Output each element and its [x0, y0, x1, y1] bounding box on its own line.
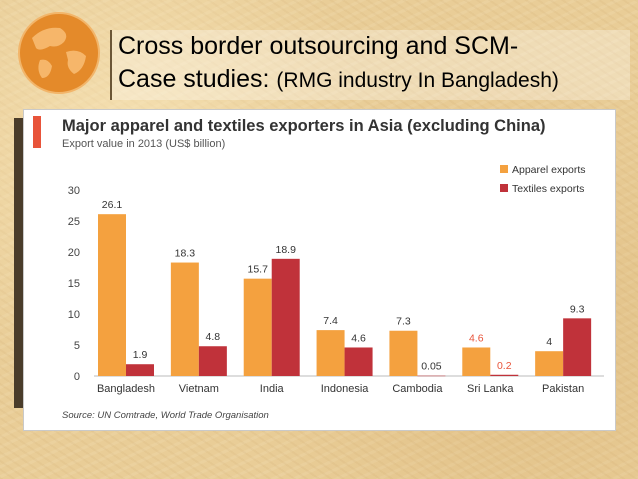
bar-value-label: 1.9: [133, 349, 148, 361]
bar-value-label: 18.3: [175, 248, 196, 260]
legend-swatch: [500, 184, 508, 192]
x-category-label: Bangladesh: [97, 383, 155, 395]
bar-apparel: [389, 330, 418, 376]
bar-textiles: [417, 375, 446, 377]
x-category-label: Pakistan: [542, 383, 584, 395]
bar-textiles: [198, 346, 227, 376]
x-category-label: India: [260, 383, 285, 395]
bar-value-label: 7.3: [396, 316, 411, 328]
legend-label: Textiles exports: [512, 183, 584, 195]
bar-apparel: [170, 262, 199, 376]
bar-apparel: [535, 351, 564, 376]
chart-accent-bar: [33, 116, 41, 148]
y-tick-label: 5: [74, 340, 80, 352]
x-category-label: Vietnam: [179, 383, 219, 395]
bar-textiles: [490, 374, 519, 376]
x-category-label: Cambodia: [392, 383, 443, 395]
bar-value-label: 15.7: [247, 264, 268, 276]
y-tick-label: 20: [68, 247, 80, 259]
bar-apparel: [462, 347, 491, 376]
y-tick-label: 10: [68, 309, 80, 321]
x-category-label: Indonesia: [321, 383, 370, 395]
y-tick-label: 25: [68, 216, 80, 228]
bar-value-label: 4.6: [469, 332, 484, 344]
slide-title-line1: Cross border outsourcing and SCM-: [118, 32, 519, 60]
bar-value-label: 4.6: [351, 332, 366, 344]
bar-apparel: [243, 278, 272, 376]
slide-title-main: Case studies:: [118, 65, 277, 93]
chart-subtitle: Export value in 2013 (US$ billion): [62, 138, 226, 150]
globe-icon: [18, 12, 100, 94]
chart-panel: Major apparel and textiles exporters in …: [23, 109, 616, 431]
slide-shadow-strip: [14, 118, 23, 408]
y-tick-label: 0: [74, 371, 80, 383]
slide-title-box: Cross border outsourcing and SCM- Case s…: [110, 30, 630, 100]
bar-textiles: [344, 347, 373, 376]
bar-value-label: 9.3: [570, 303, 585, 315]
bar-value-label: 26.1: [102, 199, 123, 211]
slide-title-sub: (RMG industry In Bangladesh): [276, 69, 559, 92]
bar-value-label: 0.2: [497, 360, 512, 372]
chart-title: Major apparel and textiles exporters in …: [62, 117, 546, 135]
bar-apparel: [98, 214, 126, 376]
bar-textiles: [563, 318, 592, 376]
bar-textiles: [126, 364, 154, 376]
bar-value-label: 4: [546, 336, 552, 348]
x-category-label: Sri Lanka: [467, 383, 514, 395]
chart-source: Source: UN Comtrade, World Trade Organis…: [62, 410, 269, 421]
y-tick-label: 30: [68, 185, 80, 197]
legend-label: Apparel exports: [512, 164, 586, 176]
bar-textiles: [271, 258, 300, 376]
y-tick-label: 15: [68, 278, 80, 290]
bar-value-label: 0.05: [421, 361, 442, 373]
bar-chart: 0 5 10 15 20 25 30 26.1 1.9 Bangladesh 18.3 4.8 Viet…: [68, 164, 604, 395]
slide-title-line2: Case studies: (RMG industry In Banglades…: [118, 65, 559, 94]
bar-apparel: [316, 330, 345, 376]
bar-value-label: 18.9: [275, 244, 296, 256]
bar-value-label: 4.8: [206, 331, 221, 343]
legend-swatch: [500, 165, 508, 173]
bar-value-label: 7.4: [323, 315, 338, 327]
